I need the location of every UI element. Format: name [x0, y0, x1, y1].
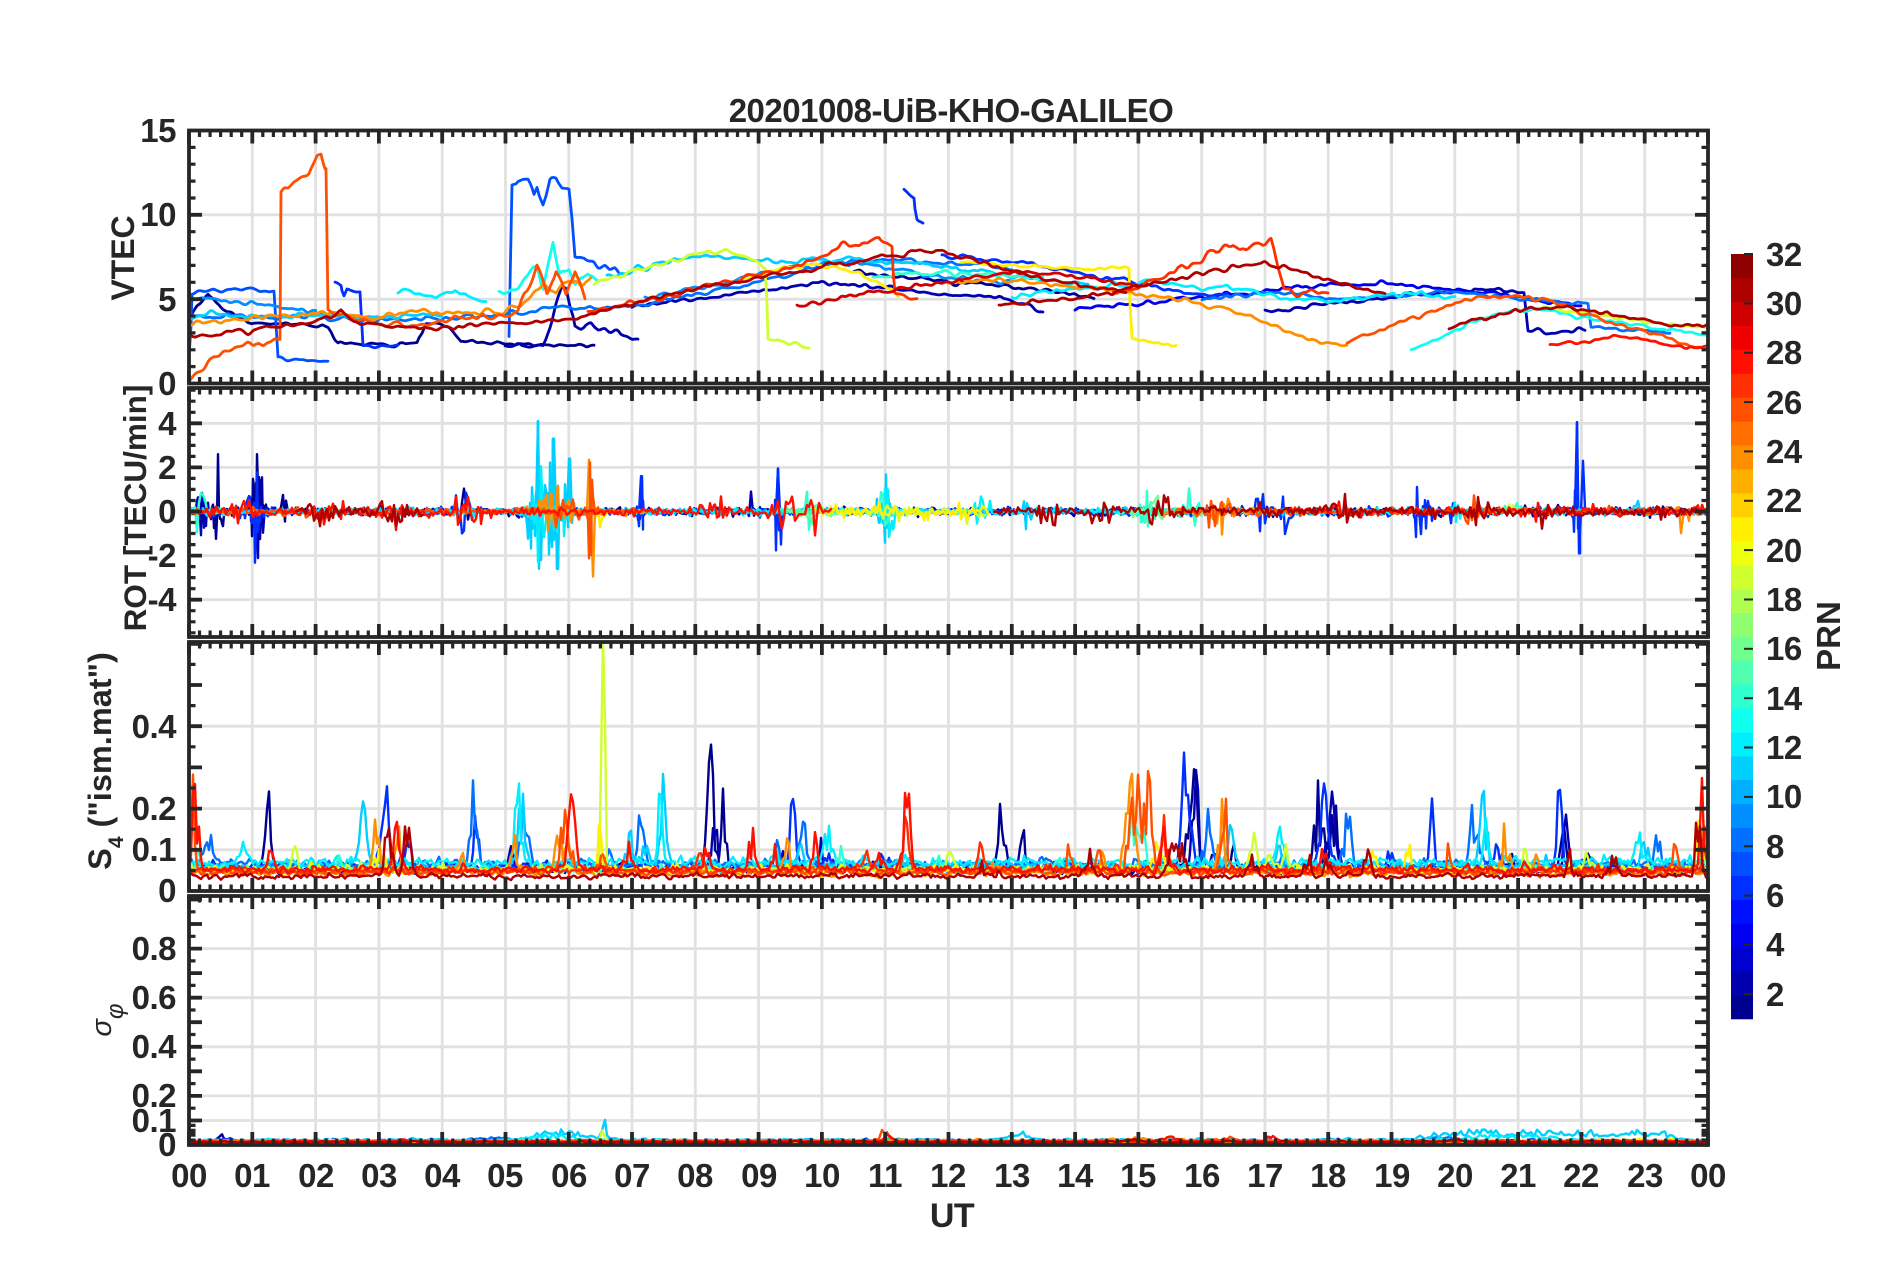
svg-text:10: 10 — [804, 1157, 840, 1194]
svg-text:20201008-UiB-KHO-GALILEO: 20201008-UiB-KHO-GALILEO — [729, 92, 1174, 129]
svg-text:-2: -2 — [148, 537, 176, 574]
svg-text:17: 17 — [1247, 1157, 1283, 1194]
svg-text:0: 0 — [158, 1126, 176, 1163]
svg-text:4: 4 — [1766, 926, 1785, 963]
svg-text:10: 10 — [1766, 778, 1802, 815]
svg-text:18: 18 — [1310, 1157, 1346, 1194]
svg-text:24: 24 — [1766, 433, 1803, 470]
svg-text:0.4: 0.4 — [132, 708, 178, 745]
svg-text:20: 20 — [1437, 1157, 1473, 1194]
svg-text:15: 15 — [1120, 1157, 1156, 1194]
svg-text:2: 2 — [158, 449, 176, 486]
svg-text:4: 4 — [158, 405, 177, 442]
svg-text:UT: UT — [930, 1197, 975, 1235]
svg-text:22: 22 — [1563, 1157, 1599, 1194]
svg-text:07: 07 — [614, 1157, 650, 1194]
svg-text:6: 6 — [1766, 877, 1784, 914]
svg-text:ROT [TECU/min]: ROT [TECU/min] — [117, 385, 153, 632]
svg-text:PRN: PRN — [1810, 601, 1847, 671]
svg-text:23: 23 — [1627, 1157, 1663, 1194]
svg-text:0: 0 — [158, 365, 176, 402]
svg-text:04: 04 — [424, 1157, 461, 1194]
svg-text:10: 10 — [140, 196, 176, 233]
svg-text:30: 30 — [1766, 285, 1802, 322]
svg-text:0.1: 0.1 — [132, 1102, 177, 1139]
svg-text:0: 0 — [158, 872, 176, 909]
svg-text:19: 19 — [1374, 1157, 1410, 1194]
svg-text:12: 12 — [930, 1157, 966, 1194]
svg-text:0.2: 0.2 — [132, 1077, 177, 1114]
svg-text:16: 16 — [1184, 1157, 1220, 1194]
svg-text:0.2: 0.2 — [132, 790, 177, 827]
svg-text:0.6: 0.6 — [132, 979, 177, 1016]
svg-text:03: 03 — [361, 1157, 397, 1194]
svg-text:05: 05 — [487, 1157, 523, 1194]
svg-text:VTEC: VTEC — [105, 215, 141, 300]
svg-text:8: 8 — [1766, 828, 1784, 865]
svg-text:06: 06 — [551, 1157, 587, 1194]
svg-text:01: 01 — [234, 1157, 270, 1194]
svg-text:08: 08 — [677, 1157, 713, 1194]
svg-text:5: 5 — [158, 281, 176, 318]
svg-text:0.8: 0.8 — [132, 930, 177, 967]
svg-text:00: 00 — [1690, 1157, 1726, 1194]
svg-text:0.1: 0.1 — [132, 831, 177, 868]
svg-text:13: 13 — [994, 1157, 1030, 1194]
svg-text:11: 11 — [868, 1157, 902, 1194]
svg-text:26: 26 — [1766, 384, 1802, 421]
svg-text:09: 09 — [741, 1157, 777, 1194]
svg-text:28: 28 — [1766, 334, 1802, 371]
svg-text:16: 16 — [1766, 630, 1802, 667]
svg-text:00: 00 — [171, 1157, 207, 1194]
svg-text:15: 15 — [140, 112, 176, 149]
svg-text:32: 32 — [1766, 236, 1802, 273]
svg-text:2: 2 — [1766, 976, 1784, 1013]
svg-text:14: 14 — [1766, 680, 1803, 717]
svg-text:12: 12 — [1766, 729, 1802, 766]
svg-text:14: 14 — [1057, 1157, 1094, 1194]
svg-text:18: 18 — [1766, 581, 1802, 618]
svg-text:20: 20 — [1766, 532, 1802, 569]
svg-text:22: 22 — [1766, 482, 1802, 519]
svg-text:-4: -4 — [148, 581, 177, 618]
svg-text:0: 0 — [158, 493, 176, 530]
svg-text:0.4: 0.4 — [132, 1028, 178, 1065]
svg-text:21: 21 — [1500, 1157, 1536, 1194]
svg-text:02: 02 — [298, 1157, 334, 1194]
